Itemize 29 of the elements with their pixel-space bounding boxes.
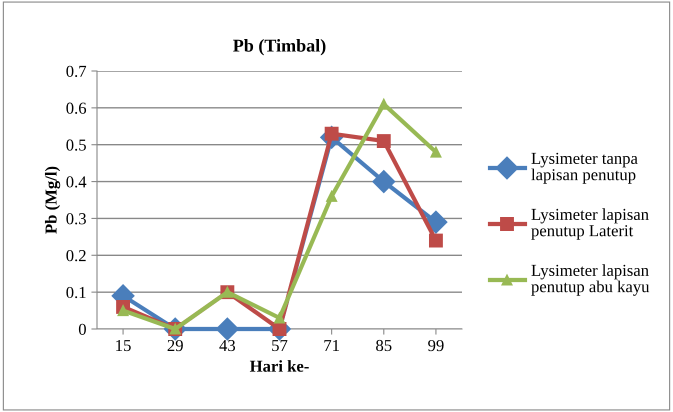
x-tick-label: 71 — [324, 340, 339, 351]
x-tick-label: 57 — [272, 340, 288, 352]
point — [372, 170, 396, 194]
point — [326, 190, 338, 202]
legend-label: Lysimeter lapisan penutup abu kayu — [531, 264, 650, 296]
y-tick-label: 0.2 — [66, 250, 86, 262]
x-tick-label: 85 — [376, 340, 392, 352]
point — [118, 305, 129, 316]
y-tick-label: 0 — [78, 324, 86, 335]
y-tick-label: 0.6 — [66, 102, 86, 114]
point — [376, 134, 391, 148]
x-tick-label: 43 — [219, 340, 236, 352]
x-tick-label: 29 — [168, 340, 183, 352]
y-axis-title: Pb (Mg/l) — [44, 166, 60, 234]
y-tick-label: 0.5 — [66, 139, 86, 151]
y-tick-label: 0.3 — [66, 213, 86, 224]
x-axis-title: Hari ke- — [250, 360, 309, 372]
point — [428, 234, 443, 248]
y-tick-label: 0.4 — [66, 176, 86, 188]
chart-title: Pb (Timbal) — [233, 39, 326, 56]
legend-label: Lysimeter lapisan penutup Laterit — [531, 208, 649, 240]
x-tick-label: 15 — [116, 340, 131, 352]
point — [274, 312, 286, 324]
y-tick-label: 0.7 — [66, 66, 86, 78]
y-tick-label: 0.1 — [66, 286, 86, 298]
x-tick-label: 99 — [428, 340, 444, 352]
point — [430, 146, 442, 158]
point — [216, 318, 239, 340]
legend-label: Lysimeter tanpa lapisan penutup — [531, 152, 638, 184]
